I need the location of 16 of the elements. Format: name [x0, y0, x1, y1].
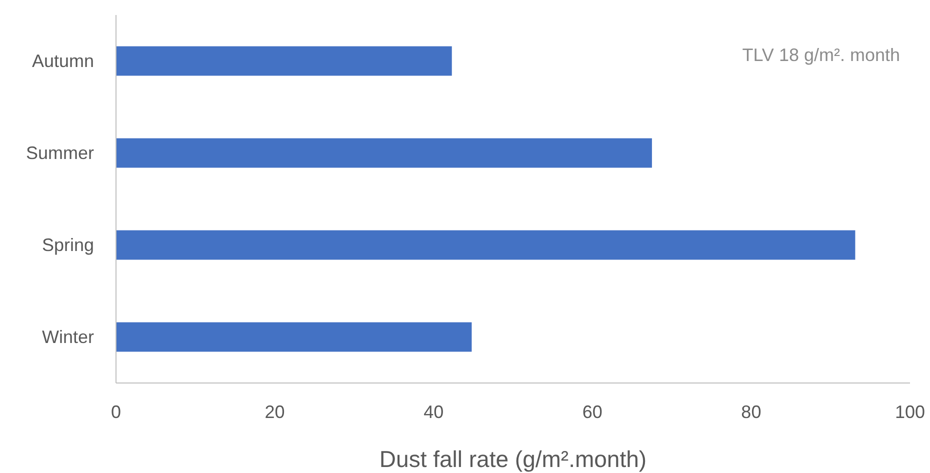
- y-tick-label: Spring: [42, 234, 94, 255]
- y-tick-label: Winter: [42, 326, 94, 347]
- annotation: TLV 18 g/m². month: [742, 45, 900, 65]
- x-tick-label: 100: [894, 402, 926, 422]
- bar: [116, 46, 452, 76]
- x-tick-label: 40: [424, 402, 444, 422]
- bar: [116, 230, 856, 260]
- x-axis-title: Dust fall rate (g/m².month): [379, 446, 647, 472]
- x-tick-label: 80: [741, 402, 762, 422]
- bar: [116, 138, 652, 168]
- y-tick-label: Summer: [26, 142, 94, 163]
- y-tick-label: Autumn: [32, 50, 94, 71]
- x-tick-label: 0: [110, 402, 122, 422]
- bar: [116, 322, 472, 352]
- x-tick-label: 60: [582, 402, 602, 422]
- x-tick-label: 20: [264, 402, 285, 422]
